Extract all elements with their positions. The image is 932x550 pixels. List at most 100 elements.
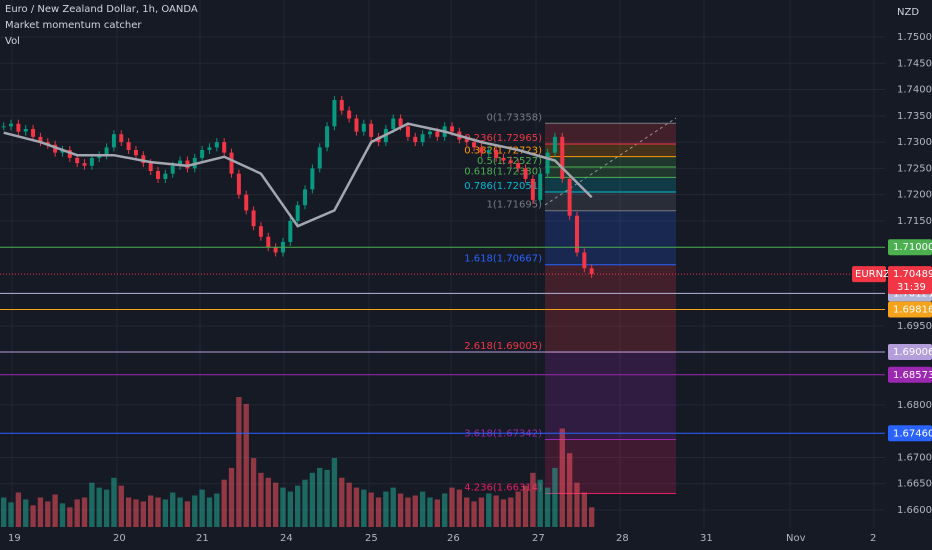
candle-body [582,252,587,269]
candle-body [310,168,315,190]
volume-bar [8,502,14,527]
candle-body [133,149,138,156]
price-tick-label: 1.74500 [897,58,932,69]
candle-body [479,147,484,153]
price-tag [888,425,932,442]
fib-zone [545,439,676,494]
time-label: 20 [113,533,126,544]
candle-body [104,147,109,156]
volume-bar [272,482,279,527]
volume-bar [449,487,455,527]
candle-body [53,144,58,153]
volume-bar [118,485,124,527]
fib-label: 0(1.73358) [486,112,542,123]
volume-bar [522,485,529,527]
price-tick-label: 1.73500 [897,111,932,122]
price-tick-label: 1.66500 [897,479,932,490]
candle-body [266,236,271,248]
candle-body [23,128,28,132]
volume-bar [148,495,154,527]
candle-body [545,152,550,174]
volume-bar [390,487,396,527]
candle-body [222,142,227,153]
candle-body [9,123,14,127]
candle-body [538,173,543,200]
price-tag [888,301,932,318]
fib-label: 1(1.71695) [486,200,542,211]
candle-body [552,136,557,153]
volume-bar [442,493,448,527]
candle-body [251,210,256,227]
candle-body [31,128,36,137]
price-tick-label: 1.68000 [897,400,932,411]
fib-zone [545,143,676,157]
indicator-name: Market momentum catcher [5,20,142,31]
volume-bar [566,453,573,527]
volume-bar [192,495,198,527]
candle-body [67,149,72,158]
price-tag-label: 1.69816 [893,304,932,315]
price-tick-label: 1.69500 [897,321,932,332]
volume-bar [243,403,249,527]
candle-body [236,173,241,195]
volume-bar [162,499,169,527]
current-price-tag [888,266,932,295]
fib-label: 4.236(1.66314) [464,482,542,493]
volume-bar [295,485,301,527]
fib-label: 0.382(1.72723) [464,146,542,157]
candle-body [354,118,359,132]
price-tick-label: 1.71500 [897,216,932,227]
volume-bar [339,477,345,527]
symbol-tag [852,266,886,283]
candle-body [464,139,469,143]
candle-body [589,268,594,275]
volume-bar [177,497,183,527]
candle-body [450,126,455,132]
candle-body [273,247,278,253]
time-label: 21 [196,533,209,544]
volume-bar [214,493,220,527]
volume-bar [368,492,374,527]
countdown-label: 31:39 [897,282,926,293]
candle-body [89,157,94,166]
price-tag-label: 1.71000 [893,242,932,253]
volume-bar [45,501,51,527]
fib-zone [545,166,676,178]
volume-bar [478,497,485,527]
price-tag [888,366,932,383]
volume-bar [89,482,95,527]
volume-bar [1,497,7,527]
candle-body [141,155,146,164]
volume-bar [265,477,271,527]
candle-body [472,142,477,148]
volume-bar [199,489,205,527]
fib-zone [545,191,676,211]
volume-bar [552,467,558,527]
volume-bar [456,489,463,527]
candle-body [303,189,308,206]
candle-body [516,163,521,169]
price-tick-label: 1.72000 [897,190,932,201]
candle-body [523,168,528,179]
candle-body [361,123,366,132]
fib-trend-line [544,117,677,206]
candle-body [391,118,396,129]
volume-bar [59,503,66,527]
candle-body [369,123,374,137]
candle-body [75,157,80,164]
candle-body [207,147,212,150]
volume-bar [427,497,433,527]
volume-bar [23,499,29,527]
candle-body [501,157,506,161]
volume-bar [287,491,293,527]
volume-bar [81,497,88,527]
volume-bar [184,501,191,527]
volume-bar [375,497,382,527]
candle-body [494,149,499,158]
volume-bar [37,497,44,527]
candle-body [163,173,168,179]
volume-bar [170,492,176,527]
volume-bar [15,492,22,527]
volume-bar [206,497,213,527]
